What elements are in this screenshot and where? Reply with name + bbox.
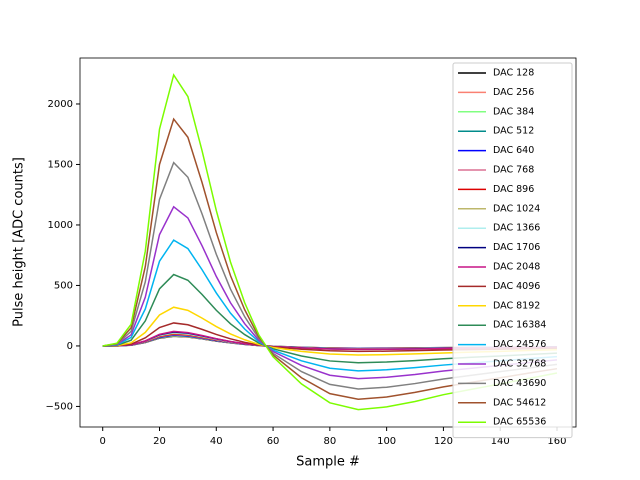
plot-frame — [79, 57, 577, 428]
y-tick-label: 1500 — [48, 159, 73, 170]
legend-label: DAC 768 — [493, 165, 534, 176]
legend-label: DAC 1706 — [493, 242, 540, 253]
legend-label: DAC 65536 — [493, 417, 546, 428]
legend-label: DAC 43690 — [493, 378, 546, 389]
legend-label: DAC 128 — [493, 68, 534, 79]
x-tick-label: 40 — [210, 436, 223, 447]
legend: DAC 128 DAC 256 DAC 384 DAC 512 DAC 640 DAC 7… — [452, 62, 573, 439]
x-tick-label: 120 — [434, 436, 453, 447]
legend-label: DAC 4096 — [493, 281, 540, 292]
legend-label: DAC 2048 — [493, 262, 540, 273]
x-tick-label: 0 — [100, 436, 106, 447]
legend-label: DAC 1366 — [493, 223, 540, 234]
legend-label: DAC 32768 — [493, 359, 546, 370]
y-tick-label: 0 — [67, 341, 73, 352]
legend-label: DAC 384 — [493, 106, 534, 117]
legend-label: DAC 54612 — [493, 397, 546, 408]
legend-label: DAC 8192 — [493, 300, 540, 311]
legend-label: DAC 16384 — [493, 320, 546, 331]
legend-label: DAC 640 — [493, 145, 534, 156]
y-tick-label: 2000 — [48, 99, 73, 110]
y-tick-label: 500 — [54, 280, 73, 291]
legend-label: DAC 896 — [493, 184, 534, 195]
x-axis-label: Sample # — [296, 455, 360, 470]
x-tick-label: 160 — [547, 436, 566, 447]
x-tick-label: 60 — [267, 436, 280, 447]
legend-label: DAC 512 — [493, 126, 534, 137]
x-tick-label: 100 — [377, 436, 396, 447]
y-tick-label: 1000 — [48, 220, 73, 231]
y-tick-label: −500 — [46, 401, 73, 412]
legend-label: DAC 1024 — [493, 203, 540, 214]
x-tick-label: 140 — [491, 436, 510, 447]
x-tick-label: 20 — [153, 436, 166, 447]
legend-label: DAC 256 — [493, 87, 534, 98]
legend-label: DAC 24576 — [493, 339, 546, 350]
y-axis-label: Pulse height [ADC counts] — [12, 157, 27, 327]
x-tick-label: 80 — [323, 436, 336, 447]
